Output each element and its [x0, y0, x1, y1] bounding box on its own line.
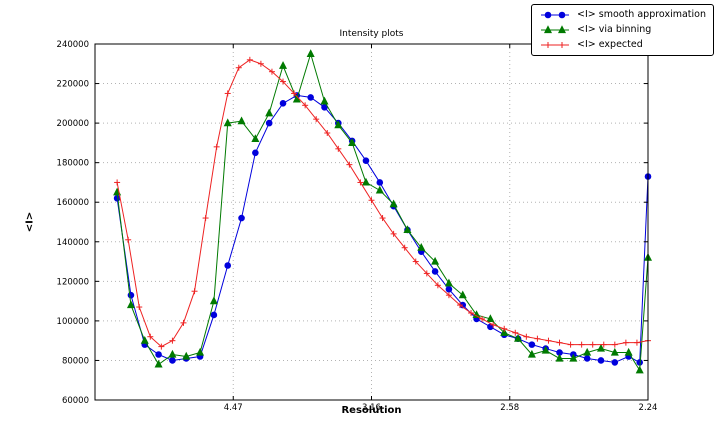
marker-triangle-icon	[403, 225, 412, 234]
marker-triangle-icon	[196, 347, 205, 356]
marker-triangle-icon	[417, 243, 426, 251]
marker-triangle-icon	[583, 347, 592, 356]
legend-label: <I> smooth approximation	[577, 9, 706, 20]
x-tick-label: 3.16	[362, 403, 381, 413]
y-axis-label: <I>	[24, 211, 36, 233]
marker-circle-icon	[252, 149, 259, 157]
legend-label: <I> expected	[577, 39, 643, 50]
marker-triangle-icon	[557, 25, 567, 34]
marker-triangle-icon	[375, 185, 384, 194]
marker-triangle-icon	[168, 349, 177, 358]
marker-circle-icon	[307, 94, 314, 101]
series-2	[114, 56, 651, 350]
marker-triangle-icon	[154, 359, 163, 368]
y-tick-label: 80000	[62, 356, 89, 366]
y-tick-label: 240000	[57, 40, 89, 50]
y-tick-label: 100000	[57, 317, 89, 327]
x-tick-label: 2.24	[639, 403, 658, 413]
marker-circle-icon	[238, 214, 245, 222]
marker-triangle-icon	[278, 61, 288, 69]
marker-triangle-icon	[596, 343, 606, 352]
marker-triangle-icon	[126, 300, 135, 309]
marker-triangle-icon	[306, 49, 315, 57]
y-tick-label: 160000	[57, 198, 89, 208]
y-tick-label: 120000	[57, 277, 89, 287]
x-tick-label: 2.58	[500, 403, 519, 413]
marker-triangle-icon	[348, 138, 357, 146]
marker-triangle-icon	[543, 25, 553, 34]
marker-circle-icon	[431, 268, 439, 275]
series-line	[116, 52, 649, 372]
marker-circle-icon	[544, 11, 552, 19]
marker-circle-icon	[321, 103, 328, 111]
series-line	[116, 94, 649, 364]
marker-circle-icon	[224, 262, 232, 269]
marker-triangle-icon	[265, 108, 274, 117]
legend-item-smooth-approximation: <I> smooth approximation	[539, 8, 706, 22]
marker-circle-icon	[169, 357, 176, 364]
legend-sample-line-icon	[541, 42, 570, 48]
marker-triangle-icon	[472, 310, 481, 319]
y-tick-label: 60000	[62, 396, 89, 406]
legend-label: <I> via binning	[577, 24, 652, 35]
plot-frame	[94, 43, 649, 401]
marker-triangle-icon	[444, 278, 453, 287]
marker-circle-icon	[528, 341, 536, 348]
marker-circle-icon	[558, 11, 566, 19]
x-tick-label: 4.47	[224, 403, 243, 413]
marker-triangle-icon	[209, 296, 218, 305]
chart-title: Intensity plots	[339, 29, 404, 39]
marker-circle-icon	[265, 119, 273, 127]
marker-triangle-icon	[486, 314, 495, 323]
marker-circle-icon	[279, 100, 287, 107]
marker-triangle-icon	[140, 335, 149, 344]
marker-triangle-icon	[389, 199, 398, 208]
marker-triangle-icon	[555, 353, 564, 362]
marker-triangle-icon	[361, 177, 370, 186]
x-axis-label: Resolution	[341, 405, 402, 416]
y-tick-label: 140000	[57, 238, 89, 248]
marker-circle-icon	[362, 157, 370, 164]
marker-triangle-icon	[500, 328, 509, 336]
marker-triangle-icon	[624, 347, 633, 356]
marker-triangle-icon	[251, 134, 260, 143]
marker-circle-icon	[210, 311, 218, 319]
marker-triangle-icon	[320, 96, 329, 105]
marker-triangle-icon	[610, 347, 619, 356]
marker-circle-icon	[445, 285, 453, 293]
legend-sample-line-icon	[541, 11, 570, 19]
marker-circle-icon	[155, 351, 162, 358]
marker-triangle-icon	[334, 120, 343, 129]
marker-triangle-icon	[527, 349, 536, 358]
marker-circle-icon	[583, 355, 591, 362]
series-0	[113, 92, 652, 366]
marker-triangle-icon	[182, 351, 191, 360]
series-1	[113, 49, 653, 374]
y-tick-label: 220000	[57, 80, 89, 90]
marker-triangle-icon	[237, 116, 246, 125]
series-line	[116, 59, 649, 348]
marker-triangle-icon	[292, 94, 301, 103]
marker-triangle-icon	[541, 345, 550, 354]
legend-sample-line-icon	[541, 25, 570, 34]
legend: <I> smooth approximation <I> via binning…	[531, 4, 714, 56]
marker-triangle-icon	[223, 118, 232, 127]
marker-triangle-icon	[458, 290, 467, 299]
y-tick-label: 180000	[57, 159, 89, 169]
marker-circle-icon	[611, 359, 619, 366]
marker-triangle-icon	[514, 333, 523, 342]
marker-triangle-icon	[569, 353, 578, 362]
legend-item-expected: <I> expected	[539, 38, 706, 52]
marker-circle-icon	[376, 179, 384, 186]
marker-triangle-icon	[635, 365, 644, 374]
marker-circle-icon	[597, 357, 605, 364]
marker-circle-icon	[127, 291, 135, 299]
marker-triangle-icon	[431, 256, 440, 265]
y-tick-label: 200000	[57, 119, 89, 129]
legend-item-via-binning: <I> via binning	[539, 23, 706, 37]
